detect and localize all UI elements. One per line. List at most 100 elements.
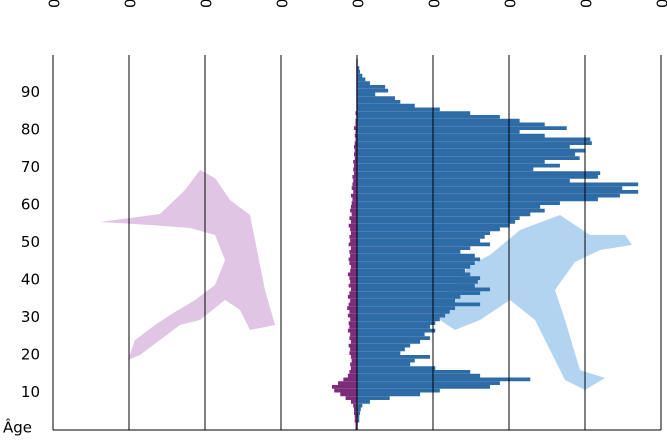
bar <box>353 160 357 164</box>
bar <box>349 336 357 340</box>
bar <box>350 239 357 243</box>
x-tick-label: 100 <box>273 0 291 8</box>
bar <box>357 359 415 363</box>
bar <box>340 393 357 397</box>
bar <box>353 190 357 194</box>
bar <box>357 333 425 337</box>
bar <box>357 370 470 374</box>
bar <box>357 340 420 344</box>
bar <box>357 329 435 333</box>
bar <box>350 269 357 273</box>
bar <box>347 306 357 310</box>
bar <box>357 378 530 382</box>
bar <box>351 288 357 292</box>
bar <box>357 351 400 355</box>
bar <box>348 374 357 378</box>
bar <box>357 310 450 314</box>
bar <box>332 385 357 389</box>
bar <box>357 115 500 119</box>
bar <box>349 224 357 228</box>
bar <box>357 381 500 385</box>
bar <box>357 363 410 367</box>
silhouette-left <box>100 170 275 360</box>
bar <box>349 261 357 265</box>
bar <box>352 175 357 179</box>
bar <box>346 396 357 400</box>
bar <box>357 348 405 352</box>
bar <box>357 183 638 187</box>
bar <box>350 209 357 213</box>
bar <box>357 186 622 190</box>
bar <box>351 205 357 209</box>
bar <box>350 280 357 284</box>
bar <box>348 314 357 318</box>
bar <box>351 220 357 224</box>
bar <box>352 183 357 187</box>
bar <box>357 408 361 412</box>
bar <box>357 246 470 250</box>
bar <box>357 336 430 340</box>
bar <box>357 145 570 149</box>
x-tick-label: 200 <box>501 0 519 8</box>
bar <box>357 250 460 254</box>
bar <box>357 231 490 235</box>
bar <box>351 265 357 269</box>
bar <box>357 153 575 157</box>
bar <box>349 250 357 254</box>
bar <box>348 273 357 277</box>
bar <box>357 321 435 325</box>
bar <box>357 89 388 93</box>
bar <box>357 198 598 202</box>
y-tick-label: 60 <box>21 196 40 214</box>
y-tick-label: 20 <box>21 346 40 364</box>
bar <box>350 348 357 352</box>
bar <box>357 179 570 183</box>
bar <box>351 355 357 359</box>
bar <box>357 314 445 318</box>
bar <box>357 303 480 307</box>
y-tick-label: 50 <box>21 233 40 251</box>
bar <box>349 258 357 262</box>
bar <box>343 378 357 382</box>
bar <box>353 168 357 172</box>
bar <box>352 213 357 217</box>
bar <box>349 321 357 325</box>
bar <box>348 329 357 333</box>
bar <box>357 280 478 284</box>
bar <box>349 370 357 374</box>
x-tick-label: 400 <box>45 0 63 8</box>
bar <box>348 295 357 299</box>
bar <box>349 351 357 355</box>
bar <box>357 295 460 299</box>
bar <box>357 318 440 322</box>
bar <box>357 111 470 115</box>
bar <box>357 243 490 247</box>
bar <box>357 104 415 108</box>
bar <box>349 291 357 295</box>
bar <box>357 366 435 370</box>
bar <box>350 363 357 367</box>
bar <box>357 288 490 292</box>
bar <box>357 220 515 224</box>
x-tick-label: 400 <box>653 0 667 8</box>
bar <box>357 254 475 258</box>
bar <box>357 389 440 393</box>
bar <box>357 119 520 123</box>
bar <box>352 359 357 363</box>
bar <box>357 374 480 378</box>
bar <box>349 310 357 314</box>
bar <box>349 235 357 239</box>
bar <box>357 126 567 130</box>
bar <box>357 404 362 408</box>
bar <box>357 100 400 104</box>
bar <box>357 78 365 82</box>
bar <box>357 284 475 288</box>
bar <box>357 273 470 277</box>
bar <box>357 385 490 389</box>
bar <box>349 276 357 280</box>
bar <box>350 228 357 232</box>
bar <box>357 168 533 172</box>
bar <box>357 123 545 127</box>
bar <box>351 231 357 235</box>
